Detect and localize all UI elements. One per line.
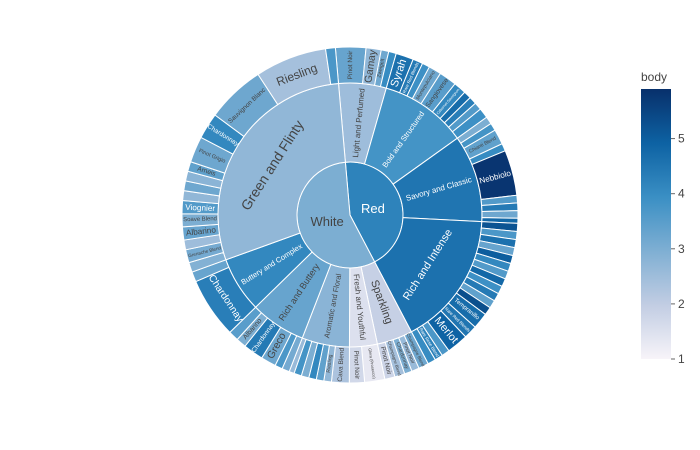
colorbar-gradient [641, 89, 671, 359]
colorbar-tick-label: 3 [678, 242, 685, 256]
sunburst-segment-depth2[interactable] [324, 47, 340, 85]
colorbar-tick-label: 4 [678, 187, 685, 201]
colorbar: body 1 2 3 4 5 [641, 70, 685, 366]
sunburst-segment-depth2[interactable] [334, 46, 367, 85]
sunburst-segment-depth2[interactable] [348, 345, 366, 384]
sunburst-rings [181, 46, 519, 384]
sunburst-segment-depth2[interactable] [181, 213, 219, 228]
colorbar-ticks: 1 2 3 4 5 [671, 132, 685, 366]
colorbar-tick-label: 5 [678, 132, 685, 146]
colorbar-tick-label: 1 [678, 352, 685, 366]
sunburst-segment-depth2[interactable] [481, 210, 519, 219]
colorbar-tick-label: 2 [678, 297, 685, 311]
colorbar-title: body [641, 70, 667, 84]
